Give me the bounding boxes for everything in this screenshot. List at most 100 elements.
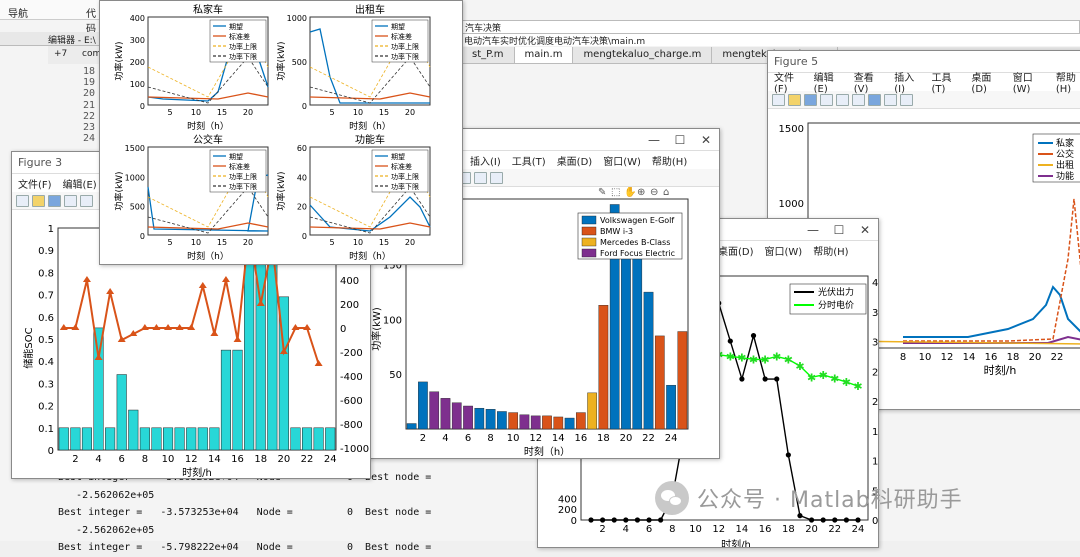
nav-panel: 导航 代码 (0, 0, 100, 35)
bar (575, 412, 586, 430)
x-tick-label: 6 (465, 433, 471, 444)
line-number: 24 (82, 133, 95, 145)
copy-icon[interactable] (80, 194, 93, 207)
pointer-icon[interactable] (884, 93, 897, 106)
open-icon[interactable] (788, 93, 801, 106)
x-tick-label: 12 (941, 352, 954, 363)
soc-bar (290, 427, 301, 451)
bar (530, 415, 541, 430)
colorbar-icon[interactable] (852, 93, 865, 106)
bar (553, 416, 564, 430)
menu-item[interactable]: 窗口(W) (1012, 73, 1033, 95)
close-icon[interactable]: ✕ (700, 132, 712, 147)
y-tick-label: 0 (140, 102, 145, 111)
print-icon[interactable] (820, 93, 833, 106)
file-tab[interactable]: mengtekaluo_charge.m (573, 47, 713, 63)
x-axis-label: 时刻（h） (349, 120, 391, 132)
new-icon[interactable] (772, 93, 785, 106)
y-tick-label: 0 (571, 516, 577, 527)
editor-tab-plus[interactable]: +7 (54, 49, 68, 59)
power-point (314, 360, 323, 366)
editor-tab[interactable]: com (82, 49, 102, 59)
soc-bar (267, 261, 278, 451)
menu-item[interactable]: 查看(V) (853, 73, 874, 95)
path-bar-label[interactable]: 汽车决策 (465, 24, 502, 34)
series-line (903, 198, 1080, 342)
soc-bar (278, 296, 289, 451)
legend-entry: 公交 (1056, 148, 1074, 160)
menu-item[interactable]: 工具(T) (511, 156, 546, 168)
file-tab[interactable]: main.m (514, 47, 574, 63)
menu-item[interactable]: 桌面(D) (556, 156, 593, 168)
axes-tool-icon: ⊖ (650, 187, 658, 198)
y2-tick-label: -800 (340, 420, 363, 431)
x-tick-label: 24 (852, 524, 865, 535)
console-line: Best integer = -5.798222e+04 Node = 0 Be… (58, 542, 432, 553)
minimize-icon[interactable]: — (807, 222, 819, 237)
legend-icon[interactable] (868, 93, 881, 106)
pointer-icon[interactable] (474, 171, 487, 184)
menu-item[interactable]: 帮助(H) (813, 246, 849, 258)
bar (564, 417, 575, 430)
x-tick-label: 16 (985, 352, 998, 363)
y-axis-label: 功率(kW) (275, 41, 287, 80)
code-label[interactable]: 代码 (86, 9, 96, 35)
menu-item[interactable]: 桌面(D) (718, 246, 754, 258)
menu-item[interactable]: 帮助(H) (1055, 73, 1076, 95)
maximize-icon[interactable]: ☐ (674, 132, 686, 147)
menu-item[interactable]: 文件(F) (18, 179, 52, 191)
bar (587, 392, 597, 430)
maximize-icon[interactable]: ☐ (833, 222, 845, 237)
x-tick-label: 5 (167, 108, 172, 117)
menu-item[interactable]: 文件(F) (774, 73, 794, 95)
y-tick-label: 500 (292, 58, 307, 67)
open-icon[interactable] (32, 194, 45, 207)
y-tick-label: 0 (48, 446, 54, 457)
menu-item[interactable]: 编辑(E) (62, 179, 97, 191)
y-tick-label: 0.7 (38, 291, 54, 302)
inspector-icon[interactable] (490, 171, 503, 184)
inspector-icon[interactable] (900, 93, 913, 106)
menu-item[interactable]: 帮助(H) (651, 156, 688, 168)
bar (643, 291, 654, 430)
x-tick-label: 22 (1051, 352, 1064, 363)
y-tick-label: 0 (302, 102, 307, 111)
menu-item[interactable]: 窗口(W) (764, 246, 803, 258)
menu-item[interactable]: 桌面(D) (971, 73, 992, 95)
line-number: 18 (82, 66, 95, 77)
menu-item[interactable]: 插入(I) (470, 156, 501, 168)
copy-icon[interactable] (836, 93, 849, 106)
y-tick-label: 400 (558, 494, 577, 505)
menu-item[interactable]: 工具(T) (931, 73, 952, 95)
soc-bar (81, 427, 92, 451)
menu-item[interactable]: 编辑(E) (813, 73, 834, 95)
nav-label[interactable]: 导航 (8, 9, 28, 20)
power-point (175, 324, 184, 330)
pv-output-point (762, 376, 768, 382)
file-tab[interactable]: st_P.m (462, 47, 515, 63)
y-tick-label: 150 (383, 261, 402, 272)
legend-entry: 功能 (1056, 170, 1074, 182)
new-icon[interactable] (16, 194, 29, 207)
pv-output-point (797, 513, 803, 519)
bar (440, 398, 451, 430)
soc-bar (313, 427, 324, 451)
legend-entry: 功率上限 (229, 172, 257, 181)
legend-entry: 功率下限 (391, 182, 419, 191)
x-tick-label: 10 (162, 454, 175, 465)
menu-item[interactable]: 插入(I) (894, 73, 915, 95)
y2-tick-label: 20 (872, 397, 879, 408)
save-icon[interactable] (804, 93, 817, 106)
x-tick-label: 22 (301, 454, 314, 465)
print-icon[interactable] (64, 194, 77, 207)
minimize-icon[interactable]: — (648, 132, 660, 147)
x-tick-label: 18 (1007, 352, 1020, 363)
menu-item[interactable]: 窗口(W) (603, 156, 641, 168)
x-tick-label: 20 (405, 108, 415, 117)
power-point (279, 348, 288, 354)
close-icon[interactable]: ✕ (859, 222, 871, 237)
y-tick-label: 1500 (125, 144, 145, 153)
legend-box (209, 19, 267, 63)
save-icon[interactable] (48, 194, 61, 207)
